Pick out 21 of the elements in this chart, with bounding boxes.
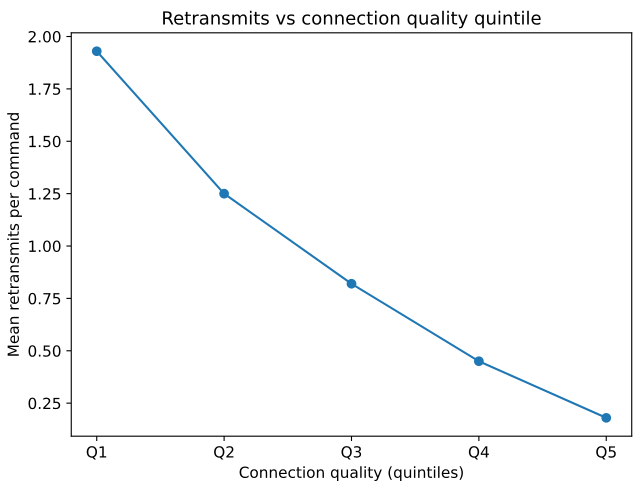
x-tick-label: Q5 <box>596 446 616 460</box>
point <box>219 188 229 199</box>
y-tick-label: 0.25 <box>28 398 60 410</box>
point <box>346 278 356 289</box>
y-axis-title: Mean retransmits per command <box>7 113 22 356</box>
y-tick-label: 1.50 <box>29 136 61 148</box>
point <box>474 356 484 366</box>
y-tick-label: 2.00 <box>28 30 61 43</box>
y-tick-label: 1.25 <box>29 188 60 200</box>
point <box>601 412 612 423</box>
chart-title: Retransmits vs connection quality quintile <box>163 10 541 28</box>
x-tick-label: Q4 <box>468 446 489 460</box>
x-tick-label: Q2 <box>214 446 234 460</box>
y-tick-label: 0.75 <box>28 292 60 304</box>
y-tick-label: 1.75 <box>29 84 60 95</box>
point <box>92 46 102 56</box>
x-tick-label: Q1 <box>86 446 106 460</box>
x-axis-title: Connection quality (quintiles) <box>240 466 463 481</box>
x-tick-label: Q3 <box>341 446 362 460</box>
y-tick-label: 1.00 <box>29 240 61 252</box>
y-tick-label: 0.50 <box>28 345 61 357</box>
